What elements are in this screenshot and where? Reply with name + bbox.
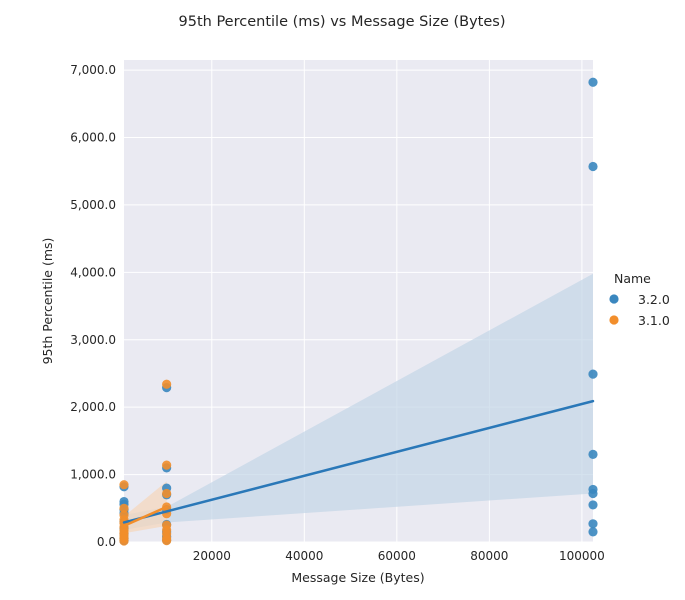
legend-title: Name — [614, 271, 651, 286]
confidence-band — [124, 273, 593, 530]
data-point — [588, 449, 598, 459]
y-tick-label: 5,000.0 — [70, 198, 116, 212]
data-point — [588, 77, 598, 87]
data-point — [119, 503, 129, 513]
regression-line — [122, 399, 595, 524]
data-point — [162, 379, 172, 389]
y-tick-label: 7,000.0 — [70, 63, 116, 77]
data-point — [588, 527, 598, 537]
x-tick-label: 20000 — [193, 549, 231, 563]
data-point — [162, 488, 172, 499]
regression-line — [122, 505, 168, 528]
y-tick-label: 2,000.0 — [70, 400, 116, 414]
legend: Name 3.2.0 3.1.0 — [609, 271, 670, 328]
data-point — [588, 369, 598, 379]
y-tick-label: 1,000.0 — [70, 468, 116, 482]
x-tick-label: 100000 — [559, 549, 605, 563]
y-tick-label: 6,000.0 — [70, 131, 116, 145]
data-point — [588, 161, 598, 172]
data-point — [588, 488, 598, 499]
data-point — [588, 519, 598, 529]
legend-marker — [609, 294, 619, 304]
legend-marker — [609, 315, 619, 325]
y-tick-label: 0.0 — [97, 535, 116, 549]
y-tick-label: 4,000.0 — [70, 265, 116, 279]
y-axis-ticks: 0.0 1,000.0 2,000.0 3,000.0 4,000.0 5,000.0 6,… — [70, 63, 116, 549]
data-point — [119, 480, 129, 490]
grid-lines — [124, 60, 593, 543]
x-tick-label: 40000 — [285, 549, 323, 563]
legend-label: 3.2.0 — [638, 292, 670, 307]
y-tick-label: 3,000.0 — [70, 333, 116, 347]
legend-label: 3.1.0 — [638, 313, 670, 328]
data-point — [162, 460, 172, 470]
regression-lines — [122, 399, 595, 528]
data-point — [119, 536, 129, 546]
y-axis-label: 95th Percentile (ms) — [40, 238, 55, 365]
x-axis-ticks: 20000 40000 60000 80000 100000 — [193, 549, 605, 563]
data-point — [162, 536, 172, 546]
x-tick-label: 80000 — [470, 549, 508, 563]
data-point — [588, 500, 598, 510]
x-tick-label: 60000 — [378, 549, 416, 563]
x-axis-label: Message Size (Bytes) — [291, 570, 424, 585]
chart-title: 95th Percentile (ms) vs Message Size (By… — [179, 14, 506, 30]
data-points — [119, 77, 598, 546]
